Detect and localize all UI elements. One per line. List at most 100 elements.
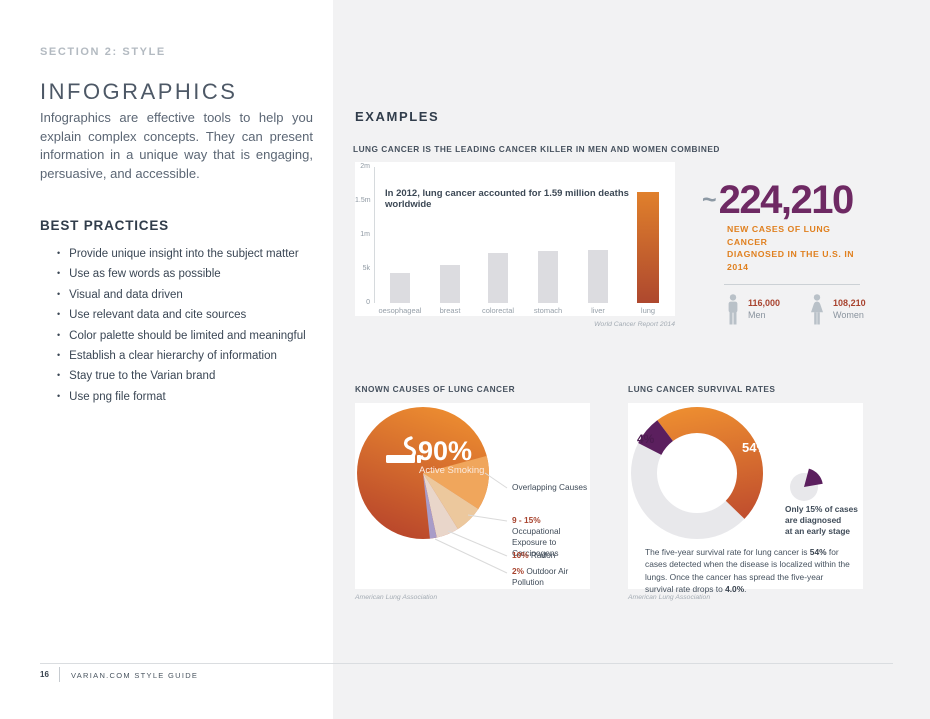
best-practices-list: • Provide unique insight into the subject…: [40, 248, 306, 411]
men-label: Men: [748, 310, 766, 321]
women-value: 108,210: [833, 298, 866, 309]
category-label: breast: [439, 306, 461, 315]
chart-annotation: In 2012, lung cancer accounted for 1.59 …: [385, 188, 629, 210]
bullet-icon: •: [57, 288, 61, 299]
best-practices-heading: BEST PRACTICES: [40, 218, 169, 233]
men-text: 116,000 Men: [748, 294, 780, 320]
pie-slice-radon: [423, 473, 458, 538]
y-axis-tick: 1m: [360, 231, 370, 238]
list-item: • Use as few words as possible: [40, 268, 306, 281]
pie-label-occupational: 9 - 15% Occupational Exposure to Carcino…: [512, 515, 590, 559]
caption-bold: 4.0%: [725, 584, 745, 595]
list-item-label: Use relevant data and cite sources: [69, 309, 247, 322]
caption-text: for cases detected when the disease is l…: [645, 547, 850, 595]
list-item: • Use relevant data and cite sources: [40, 309, 306, 322]
bar-stomach: [538, 250, 558, 303]
female-icon: [811, 294, 824, 325]
pie-center-label: Active Smoking: [419, 465, 484, 476]
donut-segment-54%: [657, 407, 763, 519]
donut-caption: The five-year survival rate for lung can…: [645, 546, 851, 596]
bar-chart-title: LUNG CANCER IS THE LEADING CANCER KILLER…: [353, 144, 720, 154]
list-item: • Provide unique insight into the subject…: [40, 248, 306, 261]
stat-value: 224,210: [718, 178, 855, 222]
stat-figures-row: 116,000 Men 108,210 Women: [726, 294, 866, 326]
caption-line: at an early stage: [785, 526, 851, 536]
donut-chart-source: American Lung Association: [628, 594, 711, 601]
leader-lines: [434, 472, 508, 574]
list-item-label: Use png file format: [69, 390, 166, 403]
men-figure: 116,000 Men: [726, 294, 780, 326]
women-label: Women: [833, 310, 864, 321]
category-label: stomach: [533, 306, 563, 315]
caption-line: Only 15% of cases: [785, 504, 858, 514]
pie-label-overlapping: Overlapping Causes: [512, 482, 587, 493]
y-axis-tick: 5k: [362, 265, 370, 272]
pie-minor-slices: [423, 455, 489, 539]
list-item-label: Provide unique insight into the subject …: [69, 248, 299, 260]
bullet-icon: •: [57, 268, 61, 279]
list-item-label: Color palette should be limited and mean…: [69, 329, 306, 342]
caption-text: .: [744, 584, 747, 595]
pie-label-text: Radon: [530, 550, 556, 560]
bar-lung-highlighted: [637, 192, 659, 303]
intro-paragraph: Infographics are effective tools to help…: [40, 110, 313, 182]
category-label: lung: [640, 306, 656, 315]
pie-label-outdoor: 2% Outdoor Air Pollution: [512, 566, 574, 588]
caption-bold: 54%: [809, 547, 827, 557]
examples-heading: EXAMPLES: [355, 109, 440, 124]
y-axis-tick: 1.5m: [355, 197, 371, 204]
list-item-label: Establish a clear hierarchy of informati…: [69, 349, 277, 362]
list-item: • Visual and data driven: [40, 289, 306, 302]
stat-block: ~ 224,210 NEW CASES OF LUNG CANCER DIAGN…: [702, 178, 866, 326]
pie-label-pct: 2%: [512, 566, 524, 576]
bar-chart-source: World Cancer Report 2014: [594, 321, 675, 328]
women-figure: 108,210 Women: [809, 294, 866, 326]
bullet-icon: •: [57, 349, 61, 360]
stat-subtitle-line2: DIAGNOSED IN THE U.S. IN 2014: [727, 249, 855, 272]
stat-subtitle: NEW CASES OF LUNG CANCER DIAGNOSED IN TH…: [727, 223, 864, 273]
small-pie-caption: Only 15% of cases are diagnosed at an ea…: [785, 504, 858, 537]
donut-segments: [638, 407, 763, 519]
stat-divider: [724, 284, 860, 286]
pie-center-value: 90%: [418, 436, 472, 466]
y-axis-tick: 0: [366, 299, 370, 306]
pie-label-pct: 9 - 15%: [512, 515, 541, 525]
bullet-icon: •: [57, 248, 61, 258]
pie-chart-title: KNOWN CAUSES OF LUNG CANCER: [355, 384, 516, 394]
pie-label-text: Occupational Exposure to Carcinogens: [512, 526, 561, 558]
pie-slice-outdoor-air-pollution: [423, 473, 437, 539]
stat-number-row: ~ 224,210: [702, 178, 864, 222]
pie-label-text: Overlapping Causes: [512, 482, 588, 492]
bullet-icon: •: [57, 390, 61, 401]
list-item-label: Visual and data driven: [69, 288, 183, 301]
bar-colorectal: [488, 252, 508, 303]
small-pie-slice-15pct: [804, 468, 823, 487]
caption-line: are diagnosed: [785, 515, 842, 525]
list-item: • Establish a clear hierarchy of informat…: [40, 350, 306, 363]
small-pie-wedge: [804, 468, 823, 487]
approx-tilde: ~: [702, 186, 717, 214]
pie-label-radon: 10% Radon: [512, 550, 555, 561]
bar-breast: [440, 264, 460, 303]
bullet-icon: •: [57, 370, 61, 381]
pie-chart-source: American Lung Association: [355, 594, 438, 601]
bar-oesophageal: [390, 273, 410, 303]
y-axis-tick: 2m: [360, 163, 370, 170]
footer-rule: [40, 663, 893, 664]
category-label: oesophageal: [378, 306, 422, 315]
pie-chart: 90% Active Smoking: [357, 407, 508, 574]
page-title: INFOGRAPHICS: [40, 79, 238, 104]
donut-chart: 54% 4%: [631, 407, 823, 539]
pie-slice-overlapping-causes: [423, 455, 489, 509]
list-item: • Stay true to the Varian brand: [40, 370, 306, 383]
bar-liver: [588, 250, 608, 303]
footer-separator: [59, 667, 60, 682]
list-item: • Use png file format: [40, 391, 306, 404]
pie-label-pct: 10%: [512, 550, 529, 560]
footer-label: VARIAN.COM STYLE GUIDE: [71, 671, 199, 680]
donut-pct-purple: 4%: [637, 432, 655, 446]
donut-segment-4%: [638, 420, 673, 455]
bullet-icon: •: [57, 309, 61, 320]
male-icon: [728, 294, 738, 325]
